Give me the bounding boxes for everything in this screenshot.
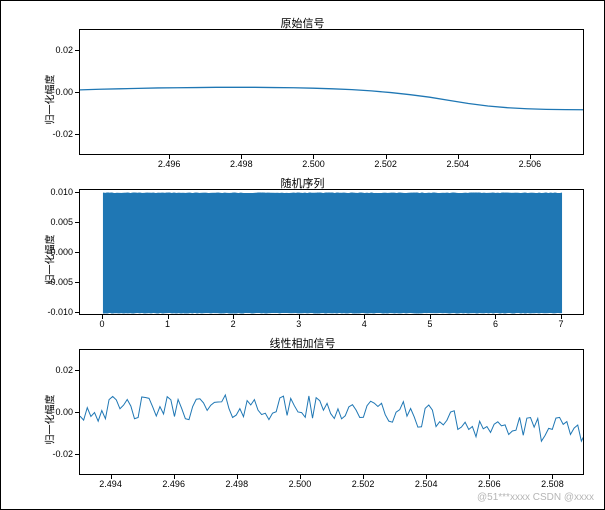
xtick-mark [489, 475, 490, 479]
line-series [80, 87, 584, 109]
xtick-mark [552, 475, 553, 479]
xtick-label: 2.504 [446, 159, 469, 169]
xtick-mark [233, 315, 234, 319]
xtick-mark [168, 315, 169, 319]
ytick-mark [75, 370, 79, 371]
ytick-label: -0.02 [52, 129, 73, 139]
ytick-label: 0.005 [50, 217, 73, 227]
ytick-mark [75, 222, 79, 223]
ytick-label: 0.00 [55, 87, 73, 97]
subplot2-ylabel: 归一化幅度 [42, 235, 57, 285]
subplot2-plot-area [79, 189, 584, 315]
xtick-label: 2.504 [415, 479, 438, 489]
xtick-label: 5 [427, 319, 432, 329]
xtick-label: 2.500 [302, 159, 325, 169]
xtick-mark [237, 475, 238, 479]
watermark-text: @51***xxxx CSDN @xxxx [477, 492, 594, 503]
xtick-label: 1 [165, 319, 170, 329]
xtick-label: 3 [296, 319, 301, 329]
subplot3-plot-area [79, 349, 584, 475]
xtick-mark [363, 475, 364, 479]
xtick-mark [299, 315, 300, 319]
xtick-mark [174, 475, 175, 479]
ytick-mark [75, 50, 79, 51]
ytick-mark [75, 312, 79, 313]
xtick-mark [386, 155, 387, 159]
ytick-mark [75, 282, 79, 283]
xtick-mark [430, 315, 431, 319]
xtick-label: 0 [99, 319, 104, 329]
ytick-mark [75, 192, 79, 193]
ytick-mark [75, 454, 79, 455]
xtick-label: 2.500 [289, 479, 312, 489]
noisy-line-series [80, 395, 584, 441]
xtick-mark [495, 315, 496, 319]
xtick-mark [102, 315, 103, 319]
xtick-mark [300, 475, 301, 479]
subplot3-ylabel: 归一化幅度 [42, 395, 57, 445]
xtick-label: 2.508 [541, 479, 564, 489]
xtick-label: 2.494 [99, 479, 122, 489]
ytick-mark [75, 252, 79, 253]
xtick-mark [561, 315, 562, 319]
xtick-mark [458, 155, 459, 159]
ytick-mark [75, 134, 79, 135]
xtick-mark [364, 315, 365, 319]
xtick-mark [426, 475, 427, 479]
xtick-label: 6 [493, 319, 498, 329]
xtick-label: 2.496 [162, 479, 185, 489]
ytick-mark [75, 412, 79, 413]
xtick-mark [530, 155, 531, 159]
xtick-mark [169, 155, 170, 159]
ytick-label: 0.00 [55, 407, 73, 417]
ytick-mark [75, 92, 79, 93]
xtick-label: 2 [231, 319, 236, 329]
xtick-mark [241, 155, 242, 159]
xtick-mark [313, 155, 314, 159]
xtick-label: 7 [559, 319, 564, 329]
xtick-label: 2.502 [374, 159, 397, 169]
xtick-label: 2.502 [352, 479, 375, 489]
xtick-label: 2.498 [230, 159, 253, 169]
ytick-label: 0.02 [55, 365, 73, 375]
xtick-label: 2.506 [478, 479, 501, 489]
noise-fill [103, 193, 562, 313]
xtick-mark [111, 475, 112, 479]
subplot1-ylabel: 归一化幅度 [42, 75, 57, 125]
ytick-label: -0.010 [47, 307, 73, 317]
xtick-label: 2.496 [158, 159, 181, 169]
xtick-label: 2.506 [519, 159, 542, 169]
ytick-label: -0.02 [52, 449, 73, 459]
ytick-label: 0.010 [50, 187, 73, 197]
ytick-label: 0.02 [55, 45, 73, 55]
subplot1-plot-area [79, 29, 584, 155]
xtick-label: 4 [362, 319, 367, 329]
xtick-label: 2.498 [226, 479, 249, 489]
